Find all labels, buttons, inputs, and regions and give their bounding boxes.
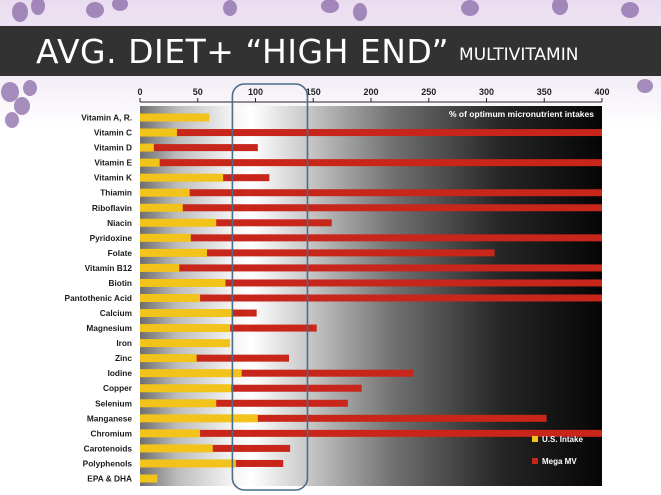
legend-swatch [532, 458, 538, 464]
category-label: Vitamin A, R. [81, 113, 132, 123]
category-label: Vitamin C [94, 128, 132, 138]
category-label: EPA & DHA [87, 473, 132, 483]
bar-mega-mv [140, 129, 602, 137]
legend-label: U.S. Intake [542, 435, 583, 444]
category-label: Vitamin B12 [85, 263, 133, 273]
category-label: Polyphenols [83, 458, 133, 468]
category-label: Manganese [87, 413, 133, 423]
bar-us-intake [140, 399, 217, 408]
category-label: Riboflavin [92, 203, 132, 213]
bar-us-intake [140, 113, 210, 122]
x-tick-label: 200 [363, 87, 378, 97]
slide-subtitle: MULTIVITAMIN [459, 45, 579, 65]
bar-mega-mv [140, 414, 547, 422]
bar-us-intake [140, 474, 158, 483]
category-label: Pyridoxine [90, 233, 133, 243]
bar-us-intake [140, 218, 217, 227]
bar-mega-mv [140, 189, 602, 197]
bar-us-intake [140, 128, 177, 137]
bar-us-intake [140, 369, 242, 378]
chart-title: % of optimum micronutrient intakes [449, 109, 594, 119]
category-label: Vitamin K [94, 173, 132, 183]
x-tick-label: 400 [594, 87, 609, 97]
category-label: Magnesium [86, 323, 132, 333]
bar-us-intake [140, 339, 231, 348]
bar-us-intake [140, 143, 154, 152]
bar-mega-mv [140, 249, 495, 257]
bar-mega-mv [140, 444, 291, 452]
category-label: Copper [103, 383, 133, 393]
category-label: Carotenoids [84, 443, 133, 453]
bar-mega-mv [140, 234, 602, 242]
category-label: Chromium [91, 428, 133, 438]
category-label: Iodine [108, 368, 133, 378]
bar-us-intake [140, 444, 213, 453]
slide-title: AVG. DIET+ “HIGH END” [36, 31, 450, 71]
category-label: Vitamin E [94, 158, 132, 168]
category-label: Calcium [100, 308, 132, 318]
x-tick-label: 0 [137, 87, 142, 97]
lavender-flowers-image [1, 0, 653, 128]
bar-us-intake [140, 248, 207, 257]
bar-us-intake [140, 263, 180, 272]
bar-us-intake [140, 203, 183, 212]
bar-mega-mv [140, 144, 258, 152]
bar-us-intake [140, 384, 232, 393]
bar-mega-mv [140, 279, 602, 287]
category-label: Niacin [107, 218, 132, 228]
bar-us-intake [140, 278, 226, 287]
bar-us-intake [140, 324, 231, 333]
bar-us-intake [140, 158, 160, 167]
x-tick-label: 300 [479, 87, 494, 97]
optimum-range-highlight [231, 83, 309, 491]
bar-us-intake [140, 188, 190, 197]
x-tick-label: 100 [248, 87, 263, 97]
bar-mega-mv [140, 219, 332, 227]
bar-mega-mv [140, 354, 289, 362]
bar-us-intake [140, 429, 201, 438]
category-label: Iron [116, 338, 132, 348]
bar-chart: 0 50 100 150 200 250 300 350 400 % of optimum mic… [65, 83, 610, 491]
title-banner: AVG. DIET+ “HIGH END” MULTIVITAMIN [0, 26, 661, 76]
category-label: Biotin [108, 278, 132, 288]
bar-us-intake [140, 309, 233, 318]
bar-us-intake [140, 233, 191, 242]
bar-mega-mv [140, 384, 362, 392]
bar-us-intake [140, 459, 236, 468]
bar-mega-mv [140, 204, 602, 212]
x-tick-label: 50 [193, 87, 203, 97]
legend-swatch [532, 436, 538, 442]
bar-mega-mv [140, 264, 602, 272]
category-label: Folate [108, 248, 133, 258]
category-label: Pantothenic Acid [65, 293, 132, 303]
bar-mega-mv [140, 399, 348, 407]
bar-us-intake [140, 294, 201, 302]
bar-us-intake [140, 173, 224, 182]
category-label: Zinc [115, 353, 132, 363]
legend-label: Mega MV [542, 457, 577, 466]
bar-us-intake [140, 414, 258, 423]
bar-us-intake [140, 354, 197, 363]
category-label: Vitamin D [94, 143, 132, 153]
bar-mega-mv [140, 369, 414, 377]
x-tick-label: 250 [421, 87, 436, 97]
bar-mega-mv [140, 429, 602, 437]
x-tick-label: 150 [306, 87, 321, 97]
category-label: Selenium [95, 398, 132, 408]
bar-mega-mv [140, 159, 602, 167]
category-label: Thiamin [100, 188, 132, 198]
chart-area: 0 50 100 150 200 250 300 350 400 % of optimum mic… [0, 76, 661, 495]
bar-mega-mv [140, 294, 602, 302]
x-tick-label: 350 [537, 87, 552, 97]
